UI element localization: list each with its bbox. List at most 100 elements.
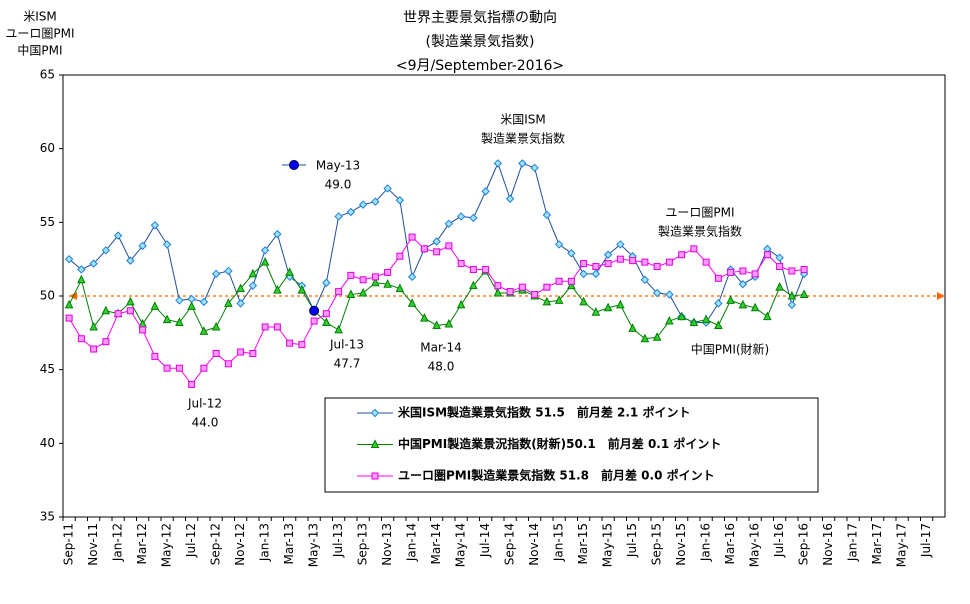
data-point [750,302,760,312]
data-point [113,231,123,240]
y-axis-label: ユーロ圏PMI [5,27,74,41]
data-point [101,246,111,255]
x-tick-label: Jan-13 [258,523,272,562]
annotation: 中国PMI(財新) [691,342,770,357]
data-point [567,277,575,285]
data-point [665,315,674,325]
x-tick-label: Sep-15 [650,523,664,565]
y-tick-label: 55 [40,215,55,229]
data-point [175,296,184,305]
data-point [286,339,294,347]
legend-label: ユーロ圏PMI製造業景気指数 51.8 前月差 0.0 ポイント [398,468,715,483]
legend-marker [371,472,379,480]
y-tick-label: 65 [40,68,55,82]
data-point [297,284,307,294]
x-tick-label: Nov-13 [380,523,394,566]
data-point [603,250,613,259]
data-point [224,360,232,368]
data-point [738,299,748,309]
data-point [273,229,282,239]
data-point [506,288,514,296]
x-tick-label: Jan-17 [846,523,860,562]
data-point [592,263,600,271]
data-point [322,310,330,318]
data-point [456,212,466,221]
data-point [714,274,722,282]
chart-subtitle: <9月/September-2016> [396,58,564,74]
data-point [407,272,417,282]
data-point [77,265,86,274]
reference-arrow [937,292,945,300]
x-tick-label: Jan-12 [111,523,125,562]
data-point [641,258,649,266]
data-point [665,258,673,266]
x-tick-label: Jul-12 [184,523,198,558]
data-point [776,263,784,271]
data-point [444,318,454,328]
data-point [407,298,417,307]
x-tick-label: May-16 [748,523,762,567]
data-point [616,299,625,309]
data-point [640,275,650,285]
data-point [138,241,147,251]
data-point [482,265,490,273]
data-point [310,317,318,325]
data-point [188,380,196,388]
x-tick-label: Sep-13 [356,523,370,565]
data-point [249,349,257,357]
data-point [334,324,343,334]
data-point [175,364,183,372]
x-tick-label: May-17 [895,523,909,567]
data-point [383,184,392,193]
y-tick-label: 50 [40,289,55,303]
annotation: Jul-12 [187,397,222,411]
data-point [236,283,245,293]
data-point [714,299,723,308]
x-tick-label: Mar-17 [870,523,884,564]
x-tick-label: Nov-11 [86,523,100,566]
data-point [420,312,429,322]
data-point [505,194,515,203]
annotation-key [289,160,299,170]
data-point [65,314,73,322]
data-point [89,321,98,331]
x-tick-label: Sep-14 [503,523,517,565]
annotation: Mar-14 [420,341,461,355]
data-point [433,248,441,256]
data-point [432,320,441,329]
x-tick-label: Sep-11 [62,523,76,565]
data-point [554,295,564,304]
data-point [273,284,282,294]
data-point [383,279,392,288]
data-point [567,249,576,258]
y-tick-label: 60 [40,141,55,155]
data-point [604,260,612,268]
annotation: 製造業景気指数 [481,131,565,146]
chart-subtitle: (製造業景気指数) [426,34,535,50]
data-point [187,301,196,310]
data-point [701,314,711,324]
data-point [273,323,281,331]
data-point [199,297,209,307]
data-point [469,265,477,273]
data-point [518,159,527,168]
data-point [285,267,294,276]
data-point [89,259,98,268]
x-tick-label: Nov-14 [527,523,541,566]
data-point [371,197,380,206]
legend-marker [370,408,380,418]
data-point [493,287,503,297]
legend [324,397,819,493]
x-tick-label: Jul-17 [919,523,933,558]
data-point [151,352,159,360]
data-point [591,269,601,279]
data-point [371,273,379,281]
data-point [531,291,539,299]
data-point [629,257,637,265]
data-point [702,258,710,266]
annotation: 製造業景気指数 [658,224,742,239]
y-axis-label: 米ISM [23,10,57,24]
legend-label: 中国PMI製造業景況指数(財新)50.1 前月差 0.1 ポイント [398,436,721,451]
data-point [591,307,601,316]
data-point [652,288,662,298]
